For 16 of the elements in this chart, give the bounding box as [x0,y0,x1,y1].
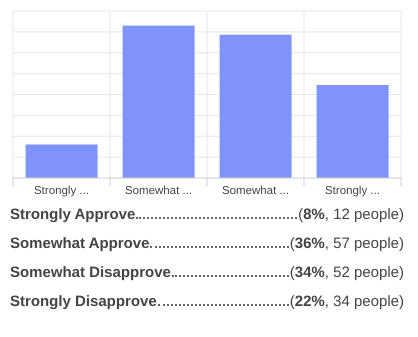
text: Somewhat Approve [10,235,150,252]
text: (36%, 57 people) [290,235,404,252]
x-tick-label: Strongly ... [325,185,380,198]
x-tick-label: Somewhat ... [222,185,290,198]
text: Strongly Approve [10,206,136,223]
x-tick-label: Somewhat ... [124,185,192,198]
bar [122,26,195,178]
x-tick-label: Strongly ... [34,185,89,198]
text: (34%, 52 people) [290,264,404,281]
text: Strongly Disapprove [10,293,157,310]
text: (8%, 12 people) [298,206,404,223]
bar [26,144,98,178]
bar [316,85,389,178]
bar [220,34,292,178]
text: Somewhat Disapprove [10,264,171,281]
text: (22%, 34 people) [290,293,404,310]
